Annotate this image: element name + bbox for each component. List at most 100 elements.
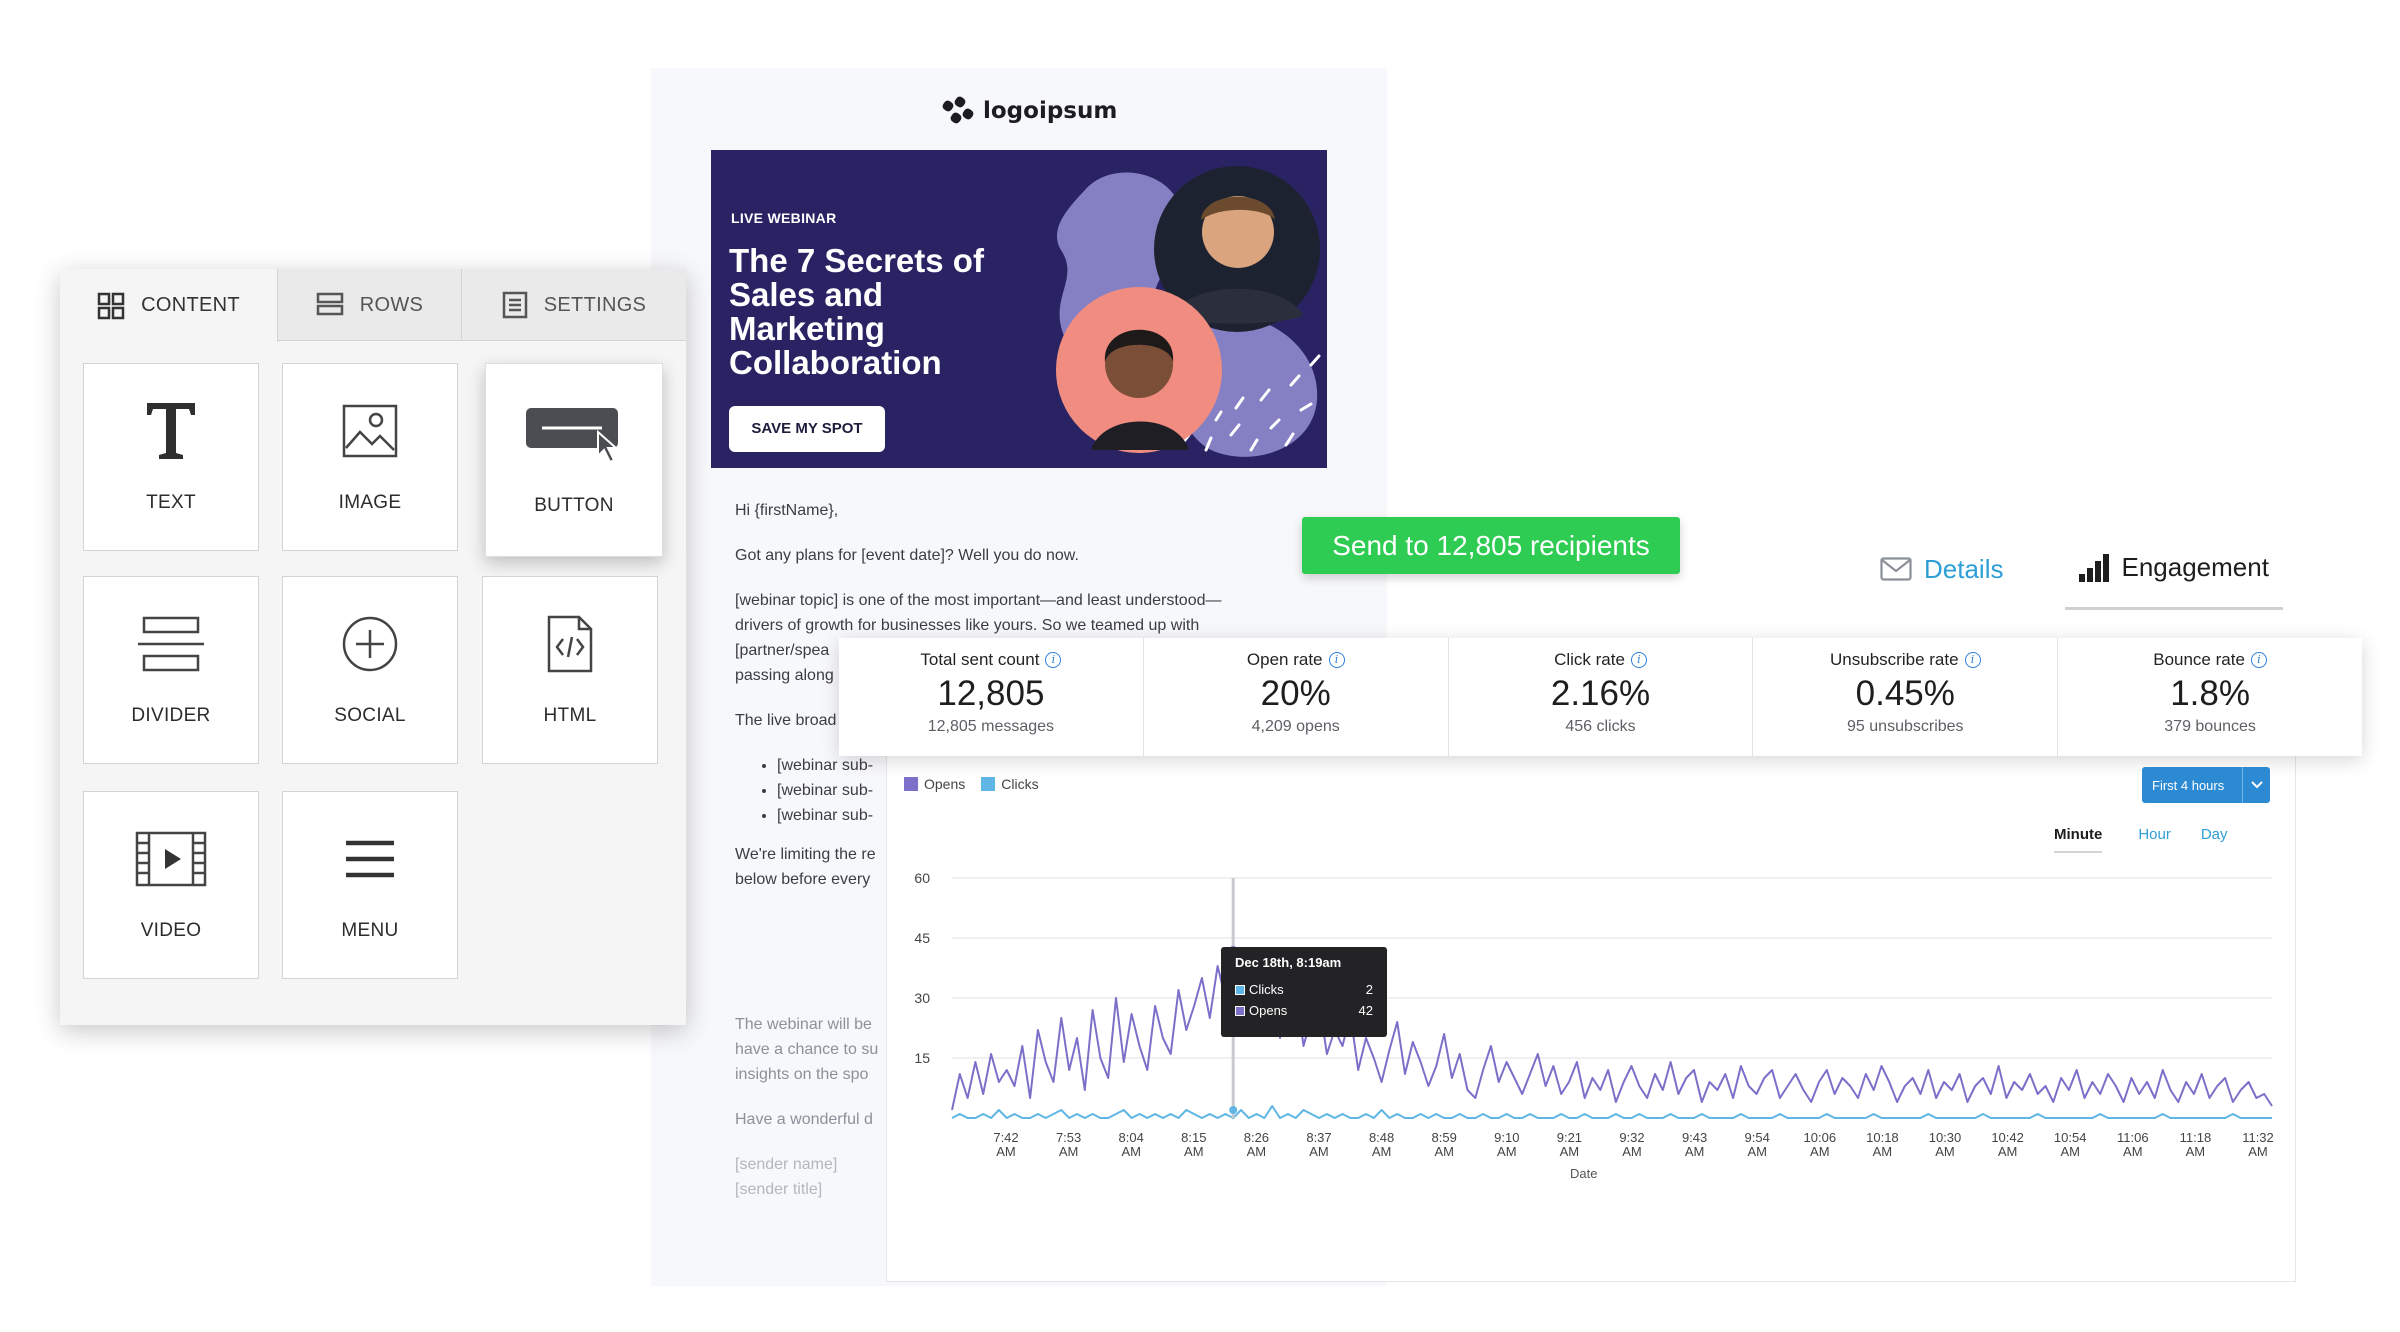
email-bullet: [webinar sub- [777,753,1265,778]
time-range-dropdown[interactable]: First 4 hours [2142,767,2270,803]
tab-label: CONTENT [141,294,240,316]
stats-bar: Total sent count i 12,805 12,805 messages… [839,638,2362,756]
email-bullet: [webinar sub- [777,778,1265,803]
tooltip-label: Opens [1249,1003,1288,1018]
tab-settings[interactable]: SETTINGS [462,269,686,341]
tile-video[interactable]: VIDEO [83,791,259,979]
legend-swatch [904,777,918,791]
tile-button[interactable]: BUTTON [485,363,663,557]
info-icon[interactable]: i [1964,652,1981,668]
tab-rows[interactable]: ROWS [278,269,462,341]
tile-image[interactable]: IMAGE [282,363,458,551]
info-icon[interactable]: i [1328,652,1345,668]
stat-title: Total sent count [920,650,1040,669]
hero-illustration [1056,166,1321,457]
tab-content[interactable]: CONTENT [60,269,278,342]
legend-item-opens[interactable]: Opens [904,776,965,792]
x-axis-title: Date [1570,1166,1598,1181]
tooltip-value: 2 [1365,982,1373,997]
tooltip-swatch [1235,1005,1245,1016]
email-paragraph: The live broad [735,712,837,729]
html-file-icon [547,613,593,675]
tile-menu[interactable]: MENU [282,791,458,979]
tab-label: ROWS [359,293,424,316]
tile-label: HTML [543,705,597,726]
stat-unsubscribe-rate: Unsubscribe rate i 0.45% 95 unsubscribes [1753,638,2059,756]
stat-click-rate: Click rate i 2.16% 456 clicks [1449,638,1754,756]
email-paragraph-text: insights on the spo [735,1066,869,1083]
email-paragraph: Have a wonderful d [735,1111,873,1128]
email-bullet: [webinar sub- [777,803,1265,828]
stat-title: Open rate [1246,650,1323,669]
stat-open-rate: Open rate i 20% 4,209 opens [1144,638,1449,756]
email-paragraph-text: [webinar topic] is one of the most impor… [735,592,1222,659]
grid-icon [97,292,125,319]
hero-banner: LIVE WEBINAR The 7 Secrets of Sales and … [711,150,1327,468]
chart-legend: Opens Clicks [904,776,1039,792]
granularity-hour[interactable]: Hour [2138,826,2171,843]
email-bullet-list: [webinar sub- [webinar sub- [webinar sub… [777,753,1265,828]
legend-item-clicks[interactable]: Clicks [981,776,1039,792]
content-builder-panel: CONTENT ROWS SETTINGS TEXT IMAGE BUTTON … [60,269,686,1025]
menu-icon [344,828,396,890]
stat-title: Click rate [1554,650,1625,669]
tile-social[interactable]: SOCIAL [282,576,458,764]
email-body: Hi {firstName}, Got any plans for [event… [735,498,1265,1202]
stat-value: 1.8% [2170,674,2250,713]
hero-eyebrow: LIVE WEBINAR [731,210,837,226]
tooltip-row-clicks: Clicks 2 [1235,982,1373,997]
granularity-minute[interactable]: Minute [2054,826,2103,853]
email-paragraph: [webinar topic] is one of the most impor… [735,588,1265,688]
divider-icon [136,613,206,675]
tab-label: Engagement [2121,552,2269,582]
stat-sub: 4,209 opens [1251,718,1340,735]
tooltip-title: Dec 18th, 8:19am [1235,955,1342,970]
info-icon[interactable]: i [2250,652,2267,668]
tile-label: BUTTON [534,495,614,516]
tile-html[interactable]: HTML [482,576,658,764]
tab-details[interactable]: Details [1880,552,2003,610]
stat-value: 2.16% [1550,674,1651,713]
granularity-day[interactable]: Day [2200,826,2228,843]
email-paragraph: Got any plans for [event date]? Well you… [735,547,1079,564]
tab-label: SETTINGS [543,293,647,316]
stat-sub: 12,805 messages [927,718,1055,735]
tile-label: MENU [341,920,399,941]
tab-engagement[interactable]: Engagement [2065,552,2283,610]
info-icon[interactable]: i [1045,652,1062,668]
tooltip-value: 42 [1358,1003,1373,1018]
button-icon [524,403,624,465]
stat-value: 0.45% [1855,674,1955,713]
hero-headline: The 7 Secrets of Sales and Marketing Col… [729,242,984,381]
legend-label: Clicks [1001,776,1039,792]
tile-text[interactable]: TEXT [83,363,259,551]
tooltip-row-opens: Opens 42 [1235,1003,1373,1018]
send-button[interactable]: Send to 12,805 recipients [1302,517,1680,574]
sender-name: [sender name] [735,1156,838,1173]
tile-label: IMAGE [338,492,402,513]
chart-tooltip: Dec 18th, 8:19am Clicks 2 Opens 42 [1221,947,1387,1037]
email-paragraph-text: below before every [735,871,871,888]
stat-sub: 379 bounces [2164,718,2256,735]
plus-circle-icon [341,613,399,675]
tile-label: DIVIDER [131,705,211,726]
email-paragraph: We're limiting the re below before every [735,842,1265,892]
tile-label: VIDEO [140,920,202,941]
logo: logoipsum [941,92,1117,130]
builder-tabs: CONTENT ROWS SETTINGS [60,269,686,342]
tile-label: SOCIAL [334,705,406,726]
stat-value: 20% [1260,674,1331,713]
legend-swatch [981,777,996,791]
logo-mark-icon [942,96,974,124]
email-greeting: Hi {firstName}, [735,502,839,519]
stat-title: Unsubscribe rate [1830,650,1959,669]
stat-bounce-rate: Bounce rate i 1.8% 379 bounces [2058,638,2362,756]
image-icon [342,400,398,462]
tile-divider[interactable]: DIVIDER [83,576,259,764]
info-icon[interactable]: i [1630,652,1647,668]
stat-sub: 456 clicks [1565,718,1636,735]
tooltip-swatch [1235,984,1245,995]
bar-chart-icon [2079,553,2110,582]
save-my-spot-button[interactable]: SAVE MY SPOT [729,406,885,452]
analytics-tabs: Details Engagement [1880,552,2283,610]
